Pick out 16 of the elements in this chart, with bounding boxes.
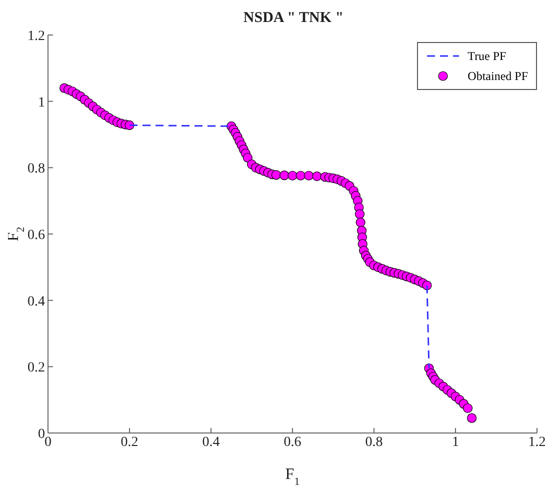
y-tick-label: 1 bbox=[38, 95, 45, 110]
x-axis-title: F$_{1}$ bbox=[285, 466, 300, 488]
y-tick-label: 1.2 bbox=[28, 28, 45, 44]
chart-title: NSDA " TNK " bbox=[242, 10, 345, 27]
x-tick-label: 1.2 bbox=[528, 434, 546, 450]
x-tick-label: 0.8 bbox=[365, 434, 383, 450]
legend-label: Obtained PF bbox=[468, 68, 528, 84]
y-tick-label: 0.8 bbox=[28, 162, 45, 177]
y-tick-label: 0.6 bbox=[28, 228, 45, 243]
x-tick-label: 0.2 bbox=[120, 434, 138, 450]
x-tick-label: 0.6 bbox=[284, 434, 302, 450]
x-tick-label: 1 bbox=[452, 434, 459, 450]
y-tick-label: 0.4 bbox=[28, 294, 45, 310]
y-tick-label: 0.2 bbox=[28, 360, 45, 376]
legend-label: True PF bbox=[468, 48, 506, 64]
x-tick-label: 0.4 bbox=[202, 434, 220, 450]
